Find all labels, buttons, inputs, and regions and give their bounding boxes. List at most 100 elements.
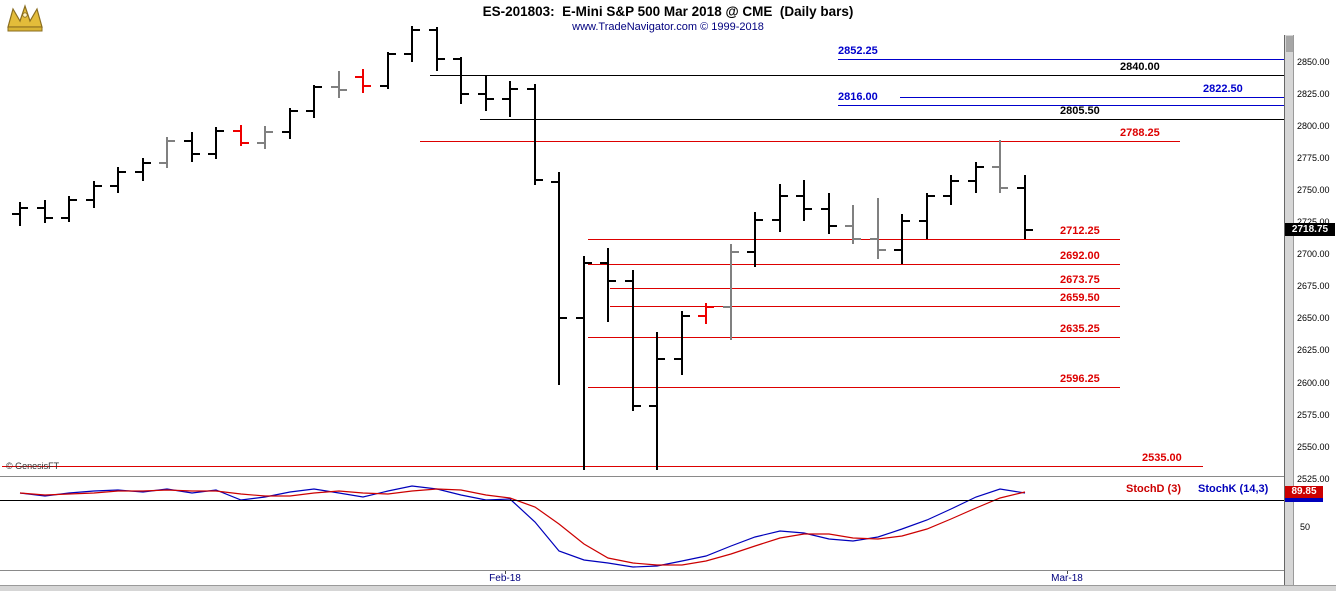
close-tick [95,185,102,187]
open-tick [527,88,534,90]
close-tick [536,179,543,181]
stoch-overbought-line [0,500,1284,501]
price-bar [803,180,805,221]
price-line-label[interactable]: 2816.00 [838,91,878,103]
panel-divider [0,476,1284,477]
close-tick [413,29,420,31]
open-tick [502,98,509,100]
open-tick [576,317,583,319]
horizontal-price-line[interactable] [900,97,1284,98]
vertical-scrollbar-thumb[interactable] [1286,36,1293,52]
open-tick [649,405,656,407]
open-tick [233,130,240,132]
horizontal-price-line[interactable] [588,264,1120,265]
price-line-label[interactable]: 2692.00 [1060,250,1100,262]
close-tick [438,58,445,60]
horizontal-price-line[interactable] [588,387,1120,388]
close-tick [21,207,28,209]
genesisft-watermark: © GenesisFT [6,461,60,471]
horizontal-price-line[interactable] [420,141,1180,142]
price-axis-label: 2650.00 [1297,313,1330,323]
open-tick [674,358,681,360]
price-bar [877,198,879,259]
price-axis-label: 2625.00 [1297,345,1330,355]
price-axis-label: 2700.00 [1297,249,1330,259]
close-tick [928,195,935,197]
horizontal-price-line[interactable] [610,288,1120,289]
horizontal-price-line[interactable] [480,119,1284,120]
price-axis-label: 2550.00 [1297,442,1330,452]
stochk-legend-label: StochK (14,3) [1198,483,1269,495]
open-tick [184,140,191,142]
horizontal-price-line[interactable] [430,75,1284,76]
open-tick [37,207,44,209]
price-bar [828,193,830,234]
stochd-legend-label: StochD (3) [1126,483,1181,495]
close-tick [977,166,984,168]
open-tick [306,110,313,112]
close-tick [266,131,273,133]
price-bar [436,27,438,71]
price-bar [583,256,585,470]
horizontal-price-line[interactable] [2,466,1203,467]
price-bar [534,84,536,185]
price-bar [338,71,340,98]
price-axis-label: 2600.00 [1297,378,1330,388]
stoch-axis-50-label: 50 [1300,522,1311,532]
price-bar [240,125,242,146]
close-tick [805,208,812,210]
open-tick [86,199,93,201]
horizontal-scrollbar[interactable] [0,585,1336,591]
last-price-badge: 2718.75 [1285,223,1335,236]
horizontal-price-line[interactable] [610,306,1120,307]
price-bar [754,212,756,267]
price-line-label[interactable]: 2788.25 [1120,127,1160,139]
price-line-label[interactable]: 2805.50 [1060,105,1100,117]
price-bar [264,126,266,149]
open-tick [894,249,901,251]
horizontal-price-line[interactable] [838,105,1284,106]
close-tick [1001,187,1008,189]
close-tick [217,130,224,132]
close-tick [46,217,53,219]
genesis-logo [4,2,46,34]
price-line-label[interactable]: 2840.00 [1120,61,1160,73]
price-bar [901,214,903,264]
close-tick [781,195,788,197]
price-bar [950,175,952,205]
close-tick [854,238,861,240]
open-tick [135,171,142,173]
price-line-label[interactable]: 2659.50 [1060,292,1100,304]
price-axis-label: 2800.00 [1297,121,1330,131]
x-axis-label: Mar-18 [1051,573,1083,584]
close-tick [462,93,469,95]
x-axis-tick [1067,570,1068,574]
price-bar [191,132,193,162]
price-line-label[interactable]: 2596.25 [1060,373,1100,385]
price-bar [485,76,487,111]
horizontal-price-line[interactable] [838,59,1284,60]
price-line-label[interactable]: 2673.75 [1060,274,1100,286]
price-line-label[interactable]: 2822.50 [1203,83,1243,95]
open-tick [380,85,387,87]
price-line-label[interactable]: 2635.25 [1060,323,1100,335]
price-bar [460,57,462,104]
price-bar [313,85,315,118]
price-bar [975,162,977,193]
price-line-label[interactable]: 2712.25 [1060,225,1100,237]
price-bar [852,205,854,244]
close-tick [168,140,175,142]
close-tick [683,315,690,317]
price-line-label[interactable]: 2852.25 [838,45,878,57]
x-axis-label: Feb-18 [489,573,521,584]
price-axis-label: 2850.00 [1297,57,1330,67]
price-bar [362,69,364,93]
vertical-scrollbar[interactable] [1284,35,1294,585]
open-tick [698,315,705,317]
price-line-label[interactable]: 2535.00 [1142,452,1182,464]
price-bar [558,172,560,385]
price-bar [705,303,707,324]
horizontal-price-line[interactable] [588,337,1120,338]
close-tick [291,110,298,112]
close-tick [560,317,567,319]
